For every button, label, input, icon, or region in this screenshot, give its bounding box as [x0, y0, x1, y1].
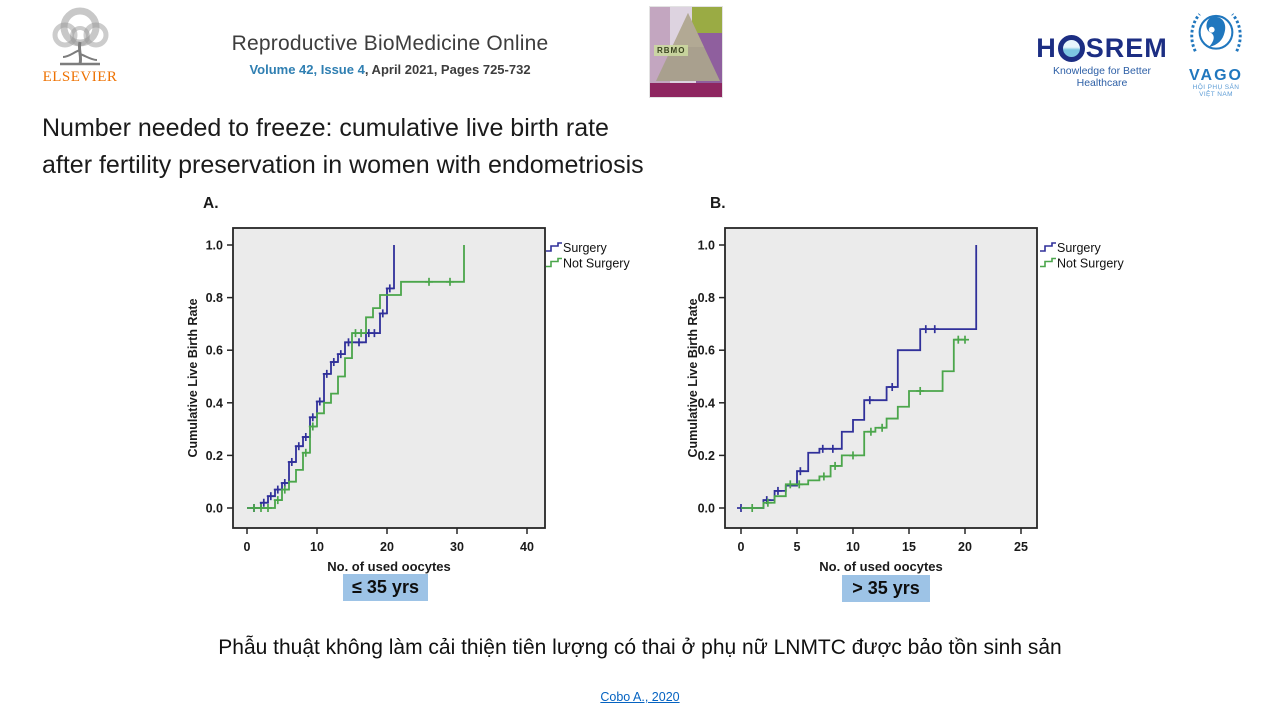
journal-issue-link[interactable]: Volume 42, Issue 4 — [249, 62, 365, 77]
svg-text:20: 20 — [958, 540, 972, 554]
svg-text:0: 0 — [244, 540, 251, 554]
svg-text:0.2: 0.2 — [698, 449, 715, 463]
age-group-label-b: > 35 yrs — [842, 575, 930, 602]
chart-panel-a: A. 0 10 20 30 40 0.0 0.2 0.4 0.6 0.8 1.0 No. of used… — [186, 195, 630, 574]
cover-title: RBMO — [654, 45, 689, 56]
svg-text:1.0: 1.0 — [698, 239, 715, 253]
vago-tagline: HỘI PHỤ SẢN VIỆT NAM — [1192, 84, 1240, 98]
svg-text:0.8: 0.8 — [206, 291, 223, 305]
vago-logo: VAGO HỘI PHỤ SẢN VIỆT NAM — [1184, 5, 1248, 98]
svg-text:0: 0 — [738, 540, 745, 554]
slide-title: Number needed to freeze: cumulative live… — [42, 110, 644, 184]
svg-text:5: 5 — [794, 540, 801, 554]
journal-title: Reproductive BioMedicine Online — [231, 32, 549, 55]
citation-link[interactable]: Cobo A., 2020 — [600, 690, 680, 704]
svg-text:30: 30 — [450, 540, 464, 554]
vago-emblem-icon — [1190, 13, 1242, 52]
svg-text:0.0: 0.0 — [698, 502, 715, 516]
hosrem-letters-srem: SREM — [1085, 33, 1168, 63]
age-group-label-a: ≤ 35 yrs — [343, 574, 428, 601]
svg-text:Cumulative Live Birth Rate: Cumulative Live Birth Rate — [186, 298, 200, 457]
citation-row: Cobo A., 2020 — [0, 688, 1280, 706]
cover-bottom-band — [650, 83, 722, 97]
svg-text:0.0: 0.0 — [206, 502, 223, 516]
vago-wordmark: VAGO — [1189, 67, 1243, 84]
svg-text:0.4: 0.4 — [206, 396, 223, 410]
svg-text:Not Surgery: Not Surgery — [1057, 257, 1124, 271]
svg-text:0.6: 0.6 — [698, 344, 715, 358]
svg-text:B.: B. — [710, 195, 726, 212]
svg-text:Surgery: Surgery — [1057, 241, 1102, 255]
slide-title-line2: after fertility preservation in women wi… — [42, 151, 644, 179]
chart-panel-b: B. 0 5 10 15 20 25 0.0 0.2 0.4 0.6 0.8 1.0 No. of use… — [686, 195, 1124, 574]
svg-text:A.: A. — [203, 195, 219, 212]
hosrem-tagline: Knowledge for Better Healthcare — [1052, 65, 1152, 89]
svg-text:10: 10 — [846, 540, 860, 554]
slide-title-line1: Number needed to freeze: cumulative live… — [42, 114, 609, 142]
hosrem-logo: H SREM Knowledge for Better Healthcare — [1028, 34, 1176, 89]
svg-text:25: 25 — [1014, 540, 1028, 554]
svg-text:Cumulative Live Birth Rate: Cumulative Live Birth Rate — [686, 298, 700, 457]
svg-text:1.0: 1.0 — [206, 239, 223, 253]
svg-text:No. of used oocytes: No. of used oocytes — [327, 559, 451, 574]
svg-text:Surgery: Surgery — [563, 241, 608, 255]
svg-text:0.2: 0.2 — [206, 449, 223, 463]
journal-issue-line: Volume 42, Issue 4, April 2021, Pages 72… — [170, 62, 610, 77]
elsevier-logo: ELSEVIER — [36, 6, 124, 86]
svg-text:0.8: 0.8 — [698, 291, 715, 305]
svg-text:0.4: 0.4 — [698, 396, 715, 410]
hosrem-wordmark: H SREM — [1028, 34, 1176, 62]
cover-patch-green — [692, 7, 722, 33]
svg-text:Not Surgery: Not Surgery — [563, 257, 630, 271]
svg-text:No. of used oocytes: No. of used oocytes — [819, 559, 943, 574]
hosrem-letter-h: H — [1036, 33, 1057, 63]
journal-cover-thumbnail: RBMO — [650, 7, 722, 97]
svg-text:10: 10 — [310, 540, 324, 554]
elsevier-wordmark: ELSEVIER — [42, 69, 118, 85]
svg-text:15: 15 — [902, 540, 916, 554]
svg-text:0.6: 0.6 — [206, 344, 223, 358]
conclusion-text: Phẫu thuật không làm cải thiện tiên lượn… — [218, 636, 1062, 659]
hosrem-o-icon — [1057, 34, 1085, 62]
journal-issue-rest: , April 2021, Pages 725-732 — [364, 62, 531, 77]
svg-text:20: 20 — [380, 540, 394, 554]
journal-header: Reproductive BioMedicine Online Volume 4… — [170, 32, 610, 77]
svg-text:40: 40 — [520, 540, 534, 554]
elsevier-tree-icon — [52, 7, 109, 66]
